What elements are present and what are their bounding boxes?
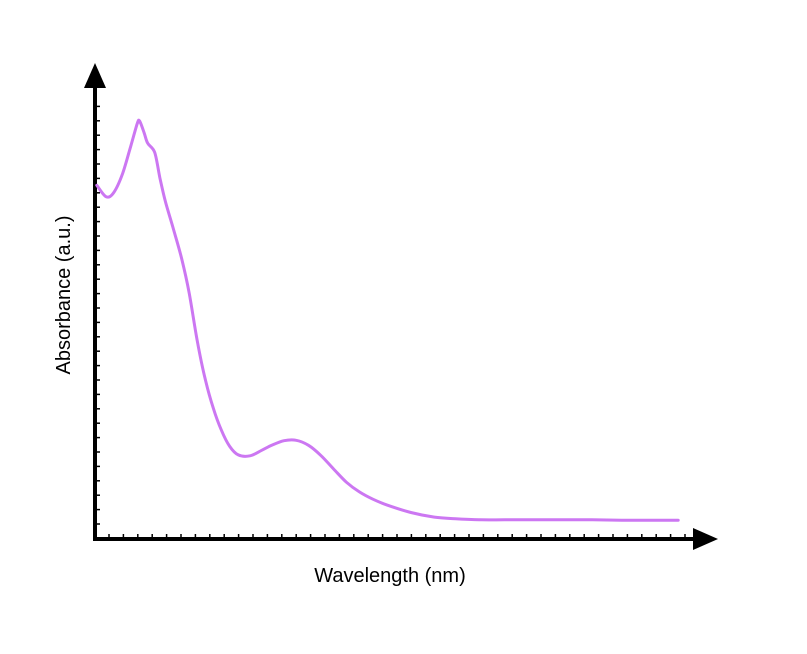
y-axis-label: Absorbance (a.u.) bbox=[53, 216, 75, 375]
y-axis-arrowhead bbox=[84, 63, 106, 88]
x-axis-label: Wavelength (nm) bbox=[314, 565, 466, 587]
x-axis-arrowhead bbox=[693, 528, 718, 550]
series-line-absorbance bbox=[95, 118, 680, 522]
